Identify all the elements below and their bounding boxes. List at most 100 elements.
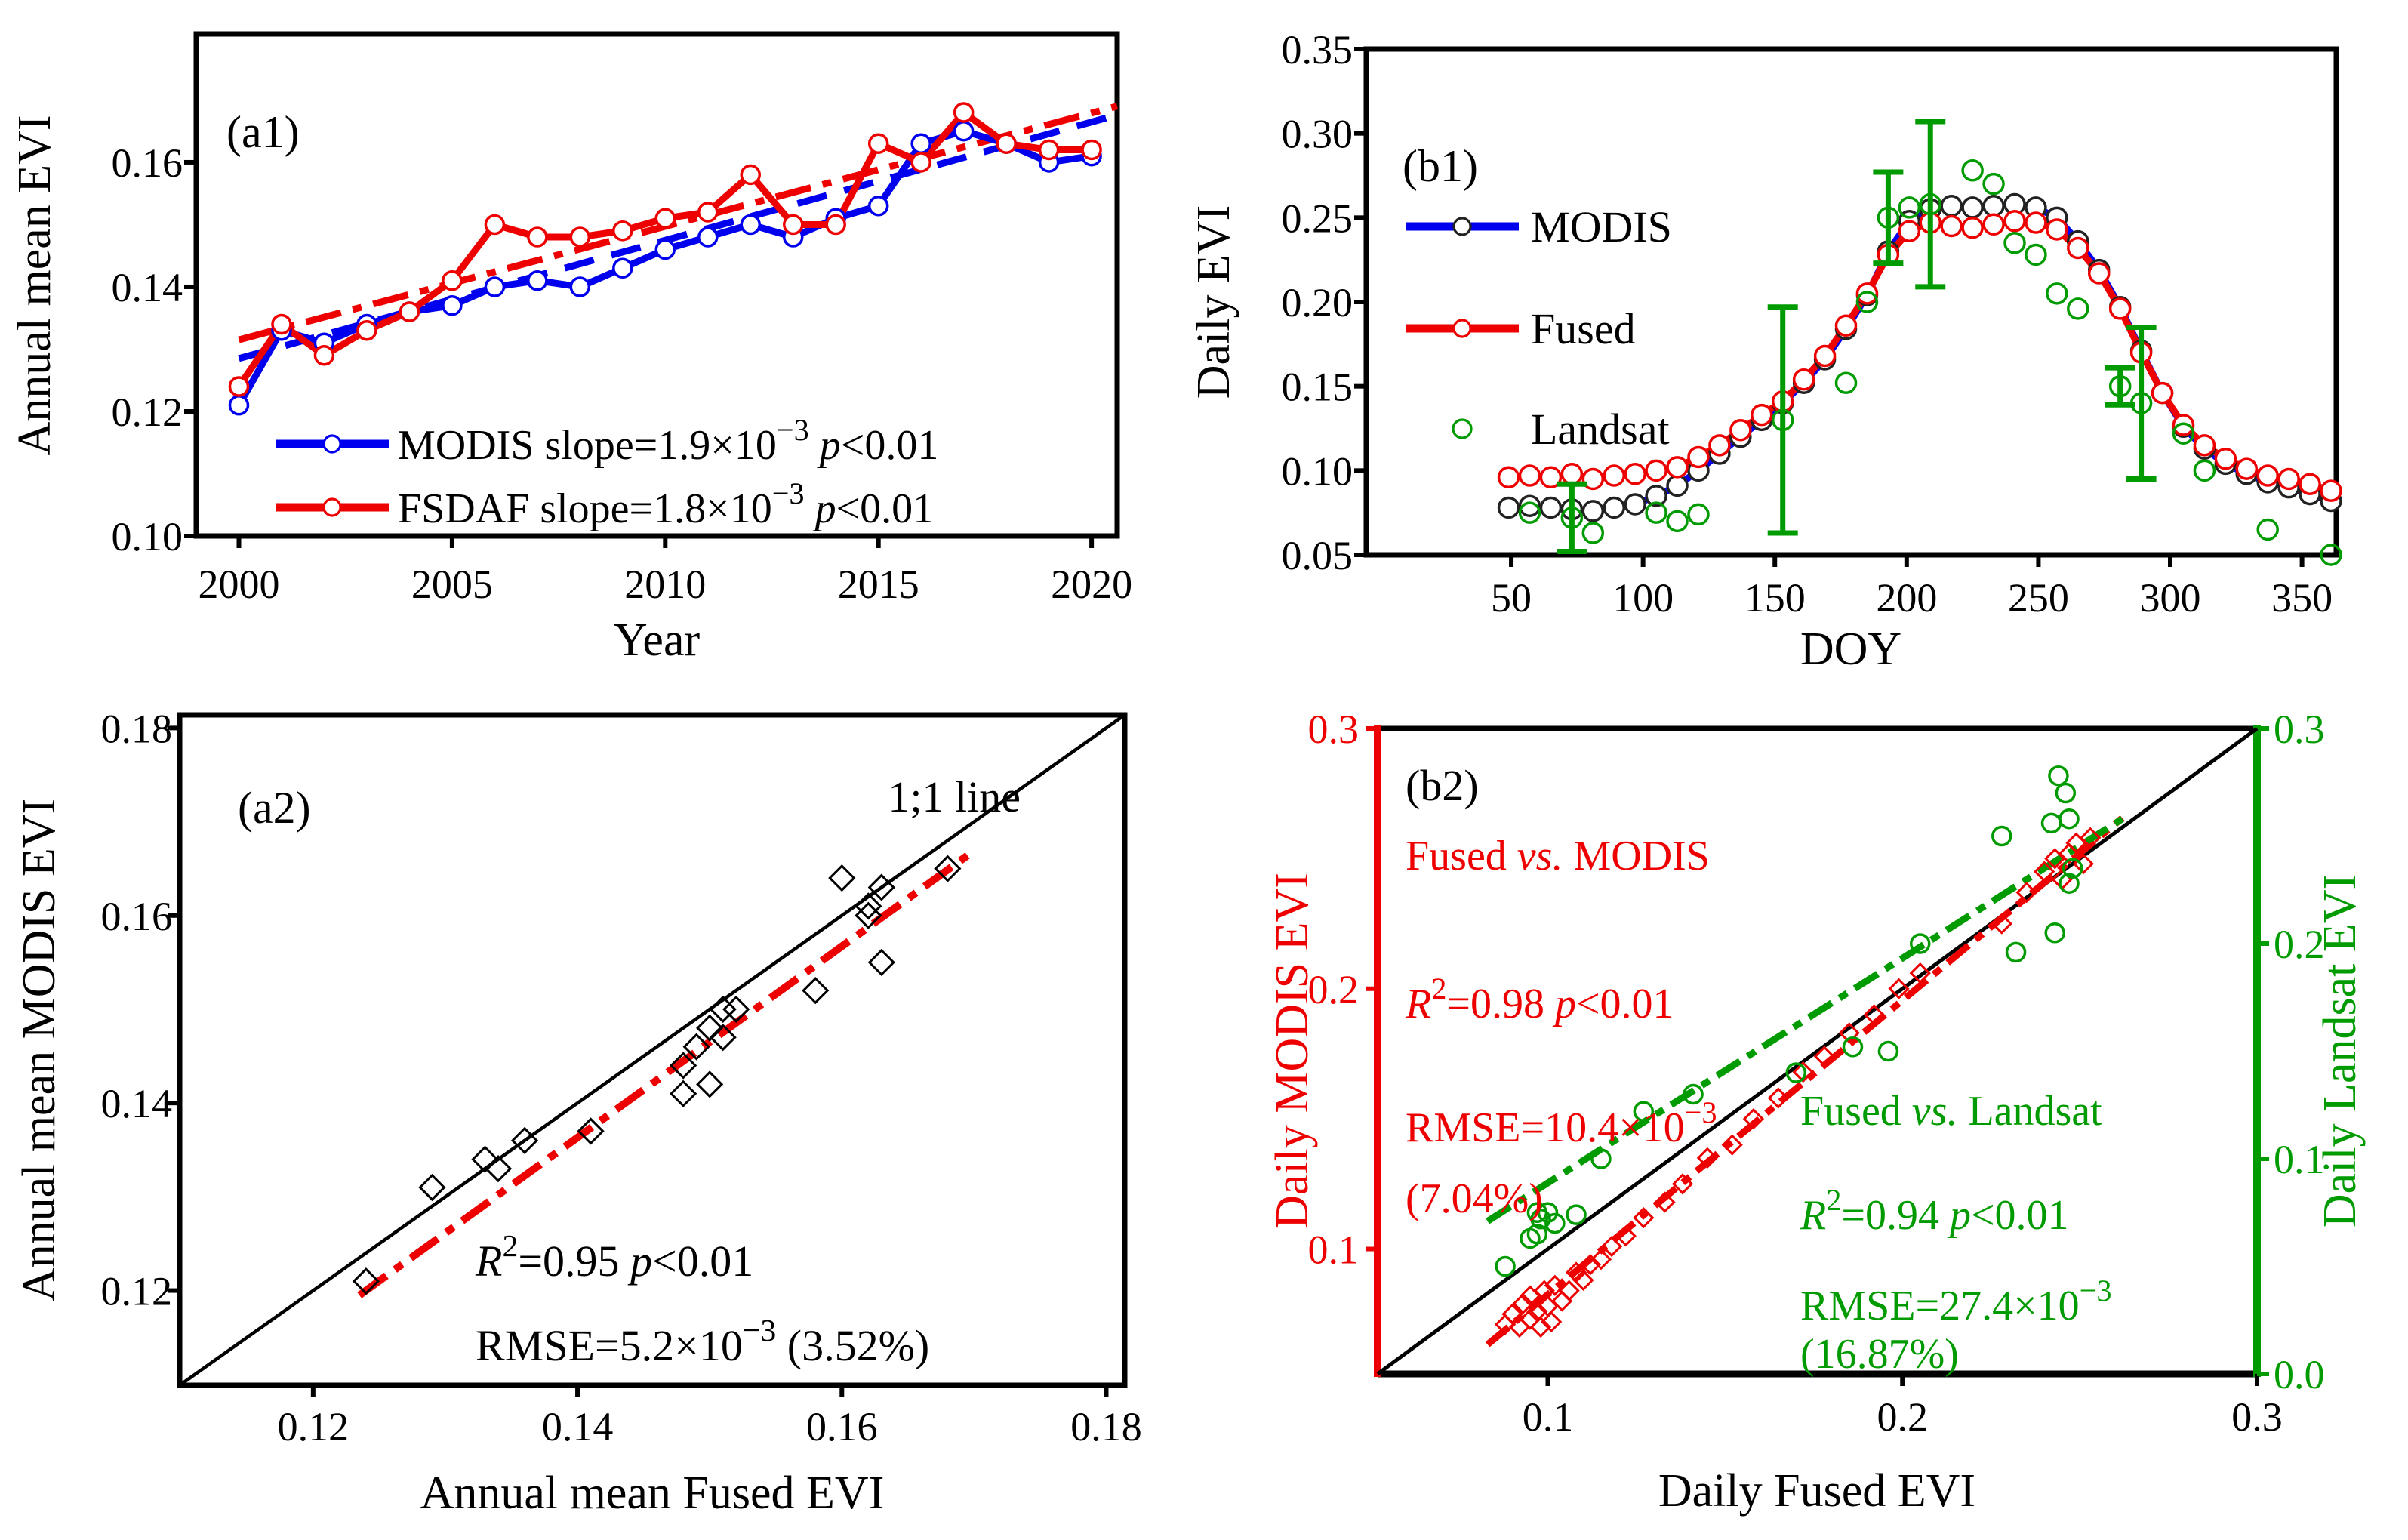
x-tick-label: 100 bbox=[1612, 575, 1674, 621]
scatter-diamond bbox=[709, 995, 737, 1024]
modis-marker bbox=[910, 133, 931, 154]
x-tick-label: 2010 bbox=[624, 562, 706, 607]
landsat-marker bbox=[1855, 291, 1879, 313]
scatter-diamond bbox=[1813, 1046, 1836, 1067]
y2-tick-label: 0.3 bbox=[2274, 707, 2325, 752]
modis-marker bbox=[1624, 493, 1646, 516]
y-tick-label: 0.05 bbox=[1282, 533, 1353, 578]
x-tick-label: 0.3 bbox=[2231, 1394, 2283, 1440]
scatter-circle bbox=[1495, 1255, 1516, 1277]
fsdaf-marker bbox=[825, 214, 846, 236]
scatter-diamond bbox=[1888, 978, 1910, 999]
scatter-diamond bbox=[670, 1052, 697, 1080]
scatter-diamond bbox=[1501, 1303, 1523, 1325]
annotation: RMSE=5.2×10−3 (3.52%) bbox=[476, 1314, 929, 1370]
scatter-diamond bbox=[1572, 1269, 1594, 1292]
y-tick-label: 0.18 bbox=[101, 706, 173, 751]
annotation: R2=0.98 p<0.01 bbox=[1405, 972, 1674, 1027]
fsdaf-marker bbox=[1081, 139, 1102, 161]
y-tick-label: 0.16 bbox=[112, 140, 183, 186]
landsat-marker bbox=[2046, 282, 2068, 305]
legend-marker bbox=[322, 434, 342, 454]
fsdaf-marker bbox=[953, 102, 975, 123]
modis-marker bbox=[1940, 194, 1963, 217]
scatter-diamond bbox=[828, 864, 856, 892]
panel-label: (a1) bbox=[226, 107, 300, 157]
y-tick-label: 0.14 bbox=[112, 265, 183, 310]
scatter-diamond bbox=[1600, 1235, 1623, 1258]
scatter-diamond bbox=[1863, 1004, 1885, 1026]
legend-marker bbox=[1452, 217, 1472, 236]
landsat-marker bbox=[2067, 297, 2089, 320]
landsat-marker bbox=[1898, 196, 1921, 219]
x-tick-label: 2005 bbox=[411, 562, 493, 607]
fused-marker bbox=[2172, 414, 2195, 436]
fused-marker bbox=[1645, 459, 1667, 482]
fsdaf-marker bbox=[228, 376, 250, 397]
x-axis-title: Year bbox=[614, 614, 701, 666]
scatter-diamond bbox=[1909, 962, 1931, 984]
y-tick-label: 0.1 bbox=[1308, 1227, 1360, 1273]
panel-label: (b1) bbox=[1403, 141, 1478, 191]
annotation: R2=0.95 p<0.01 bbox=[475, 1229, 753, 1286]
x-tick-label: 0.12 bbox=[278, 1404, 349, 1449]
fused-marker bbox=[1539, 466, 1563, 489]
landsat-marker bbox=[1518, 501, 1541, 524]
y-tick-label: 0.25 bbox=[1282, 196, 1353, 241]
modis-marker bbox=[867, 195, 889, 217]
y-axis-title: Annual mean MODIS EVI bbox=[14, 799, 65, 1301]
modis-marker bbox=[442, 294, 463, 316]
scatter-diamond bbox=[855, 892, 882, 920]
y-tick-label: 0.3 bbox=[1308, 707, 1360, 752]
scatter-diamond bbox=[1529, 1316, 1552, 1338]
fused-marker bbox=[1603, 464, 1625, 487]
fused-marker bbox=[2299, 473, 2321, 495]
scatter-diamond bbox=[1579, 1254, 1601, 1276]
landsat-marker bbox=[1581, 522, 1605, 544]
annotation: Fused vs. MODIS bbox=[1406, 833, 1710, 879]
scatter-diamond bbox=[1654, 1191, 1676, 1213]
scatter-circle bbox=[1842, 1036, 1864, 1058]
x-tick-label: 0.14 bbox=[542, 1404, 614, 1449]
panel-a2: 0.12 0.14 0.16 0.18 0.12 0.14 0.16 0.18 Annual m… bbox=[14, 706, 1142, 1519]
fused-marker bbox=[1792, 368, 1815, 391]
annotation: RMSE=27.4×10−3 bbox=[1800, 1274, 2112, 1329]
scatter-diamond bbox=[2015, 882, 2037, 904]
fsdaf-marker bbox=[910, 152, 931, 173]
modis-marker bbox=[1539, 496, 1563, 519]
scatter-diamond bbox=[1767, 1087, 1789, 1109]
x-tick-label: 2015 bbox=[838, 562, 919, 607]
y-tick-label: 0.35 bbox=[1282, 27, 1353, 72]
fsdaf-marker bbox=[399, 301, 420, 322]
scatter-circle bbox=[1544, 1212, 1566, 1234]
scatter-circle bbox=[1683, 1083, 1704, 1105]
fsdaf-marker bbox=[782, 214, 804, 236]
y-tick-label: 0.10 bbox=[112, 514, 183, 559]
modis-marker bbox=[612, 257, 633, 279]
modis-marker bbox=[569, 276, 591, 297]
legend-marker bbox=[1452, 418, 1473, 439]
fit-line bbox=[357, 852, 970, 1298]
scatter-diamond bbox=[1633, 1207, 1655, 1229]
annotation: 1;1 line bbox=[888, 772, 1021, 821]
fused-marker bbox=[2108, 297, 2132, 320]
x-tick-label: 2020 bbox=[1051, 562, 1132, 607]
scatter-circle bbox=[1909, 933, 1931, 954]
landsat-marker bbox=[1560, 507, 1584, 529]
landsat-marker bbox=[2256, 518, 2279, 541]
fused-marker bbox=[2003, 210, 2026, 233]
y-tick-label: 0.16 bbox=[101, 894, 173, 939]
y-axis-title: Daily EVI bbox=[1188, 205, 1239, 399]
scatter-diamond bbox=[867, 873, 895, 901]
modis-marker bbox=[1982, 194, 2005, 217]
scatter-circle bbox=[2055, 782, 2077, 804]
landsat-marker bbox=[2003, 232, 2026, 254]
modis-marker bbox=[1518, 494, 1541, 517]
scatter-diamond bbox=[471, 1145, 499, 1173]
fsdaf-marker bbox=[697, 202, 719, 223]
y-tick-label: 0.20 bbox=[1282, 280, 1353, 325]
y2-tick-label: 0.0 bbox=[2274, 1352, 2325, 1397]
fused-marker bbox=[1940, 214, 1963, 238]
x-axis-title: Daily Fused EVI bbox=[1658, 1465, 1975, 1517]
